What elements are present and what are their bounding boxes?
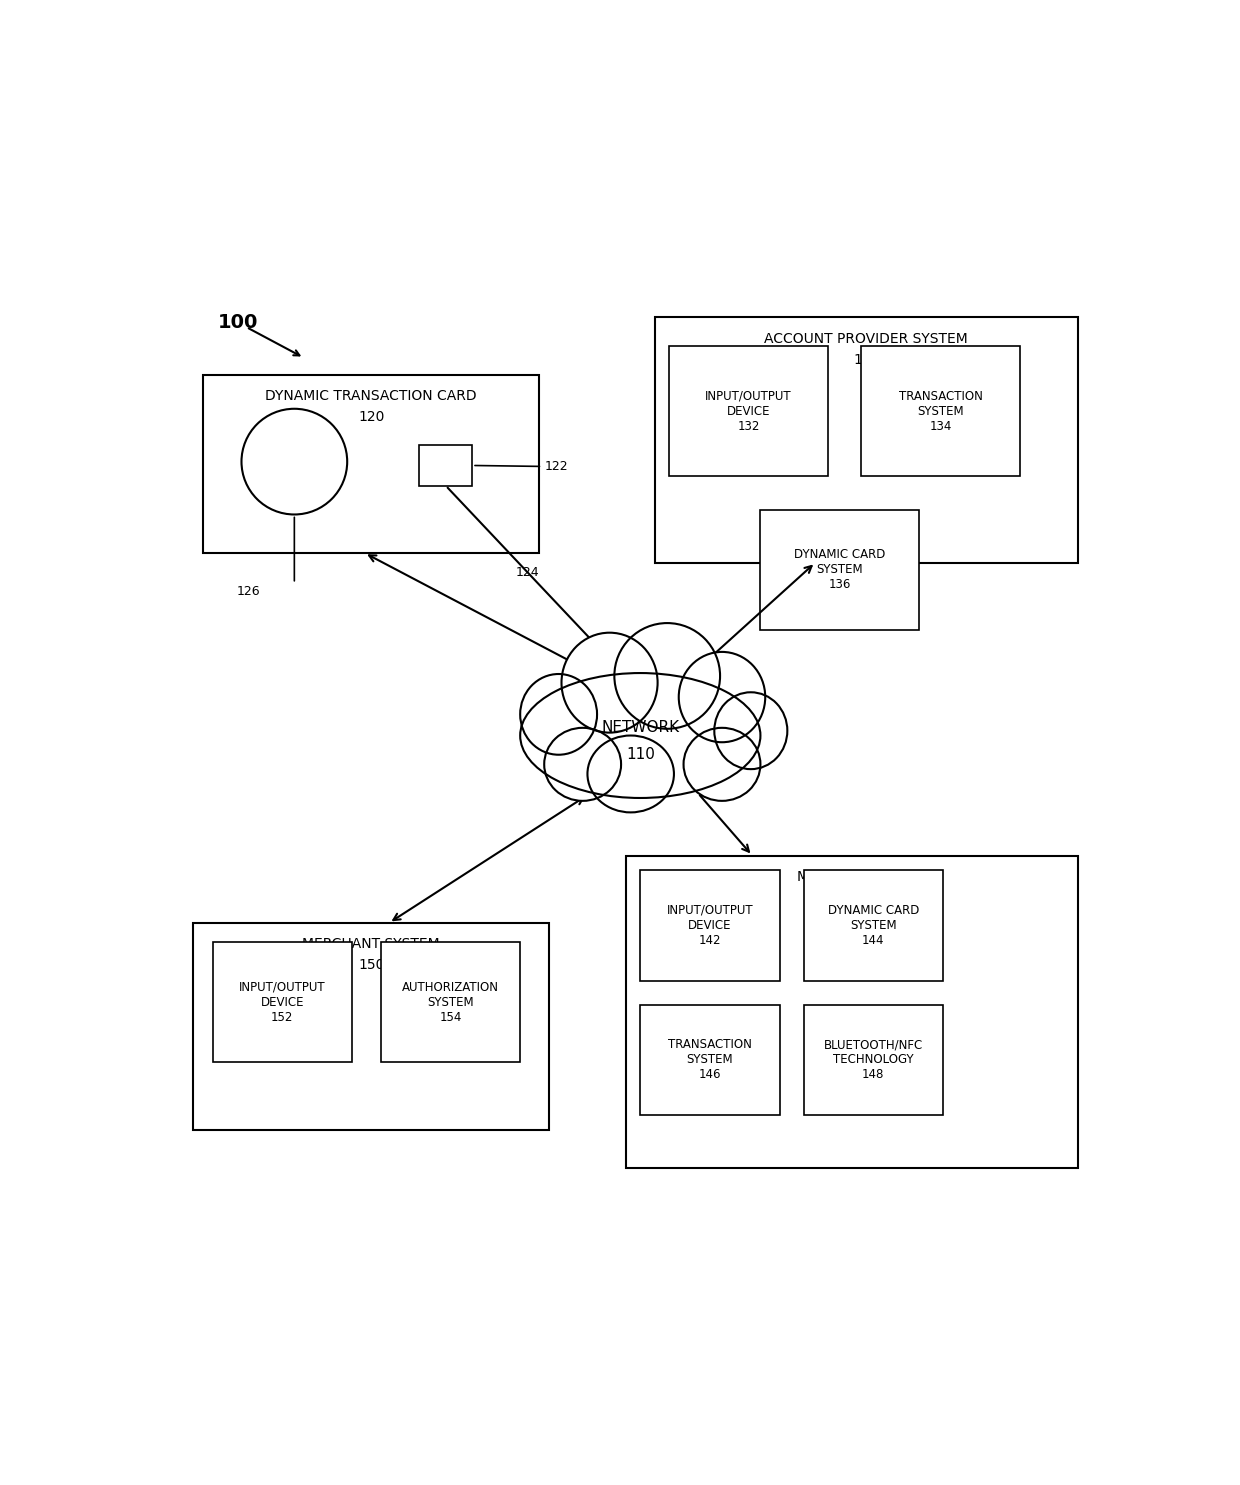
Bar — [760, 509, 919, 630]
Text: 150: 150 — [358, 958, 384, 973]
Text: INPUT/OUTPUT
DEVICE
142: INPUT/OUTPUT DEVICE 142 — [667, 904, 753, 947]
Bar — [193, 922, 549, 1130]
Bar — [655, 318, 1078, 563]
Ellipse shape — [683, 728, 760, 800]
Text: ACCOUNT PROVIDER SYSTEM: ACCOUNT PROVIDER SYSTEM — [764, 331, 968, 346]
Text: DYNAMIC TRANSACTION CARD: DYNAMIC TRANSACTION CARD — [265, 389, 477, 404]
Text: MOBILE DEVICE: MOBILE DEVICE — [797, 870, 906, 884]
Bar — [640, 1004, 780, 1115]
Ellipse shape — [614, 624, 720, 729]
Text: AUTHORIZATION
SYSTEM
154: AUTHORIZATION SYSTEM 154 — [402, 980, 498, 1023]
Text: NETWORK: NETWORK — [601, 720, 680, 735]
Text: INPUT/OUTPUT
DEVICE
132: INPUT/OUTPUT DEVICE 132 — [706, 389, 791, 432]
Text: 100: 100 — [217, 313, 258, 331]
Bar — [670, 346, 828, 477]
Text: 120: 120 — [358, 410, 384, 425]
Text: DYNAMIC CARD
SYSTEM
136: DYNAMIC CARD SYSTEM 136 — [794, 548, 885, 591]
Ellipse shape — [714, 692, 787, 769]
Bar — [419, 446, 472, 486]
Bar — [213, 941, 352, 1062]
Text: DYNAMIC CARD
SYSTEM
144: DYNAMIC CARD SYSTEM 144 — [827, 904, 919, 947]
Text: 122: 122 — [544, 460, 568, 472]
Text: BLUETOOTH/NFC
TECHNOLOGY
148: BLUETOOTH/NFC TECHNOLOGY 148 — [823, 1038, 923, 1081]
Ellipse shape — [562, 633, 657, 732]
Bar — [626, 855, 1078, 1169]
Text: MERCHANT SYSTEM: MERCHANT SYSTEM — [303, 937, 440, 950]
Bar — [640, 870, 780, 980]
Text: 140: 140 — [838, 891, 866, 904]
Bar — [804, 870, 944, 980]
Text: TRANSACTION
SYSTEM
134: TRANSACTION SYSTEM 134 — [899, 389, 982, 432]
Bar — [862, 346, 1021, 477]
Ellipse shape — [521, 673, 760, 797]
Bar — [203, 376, 539, 552]
Text: TRANSACTION
SYSTEM
146: TRANSACTION SYSTEM 146 — [668, 1038, 751, 1081]
Text: INPUT/OUTPUT
DEVICE
152: INPUT/OUTPUT DEVICE 152 — [239, 980, 326, 1023]
Text: 124: 124 — [516, 566, 539, 579]
Text: 126: 126 — [237, 585, 260, 598]
Ellipse shape — [544, 728, 621, 800]
Bar — [804, 1004, 944, 1115]
Ellipse shape — [678, 652, 765, 742]
Ellipse shape — [521, 674, 596, 754]
Bar — [381, 941, 521, 1062]
Text: 130: 130 — [853, 353, 879, 367]
Text: 110: 110 — [626, 747, 655, 762]
Ellipse shape — [588, 735, 675, 812]
